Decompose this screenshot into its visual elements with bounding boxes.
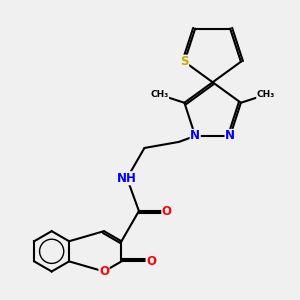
Text: NH: NH xyxy=(117,172,137,185)
Text: CH₃: CH₃ xyxy=(150,90,169,99)
Text: S: S xyxy=(180,55,189,68)
Text: O: O xyxy=(146,255,156,268)
Text: CH₃: CH₃ xyxy=(257,90,275,99)
Text: O: O xyxy=(99,265,109,278)
Text: O: O xyxy=(162,205,172,218)
Text: N: N xyxy=(190,130,200,142)
Text: N: N xyxy=(225,130,235,142)
